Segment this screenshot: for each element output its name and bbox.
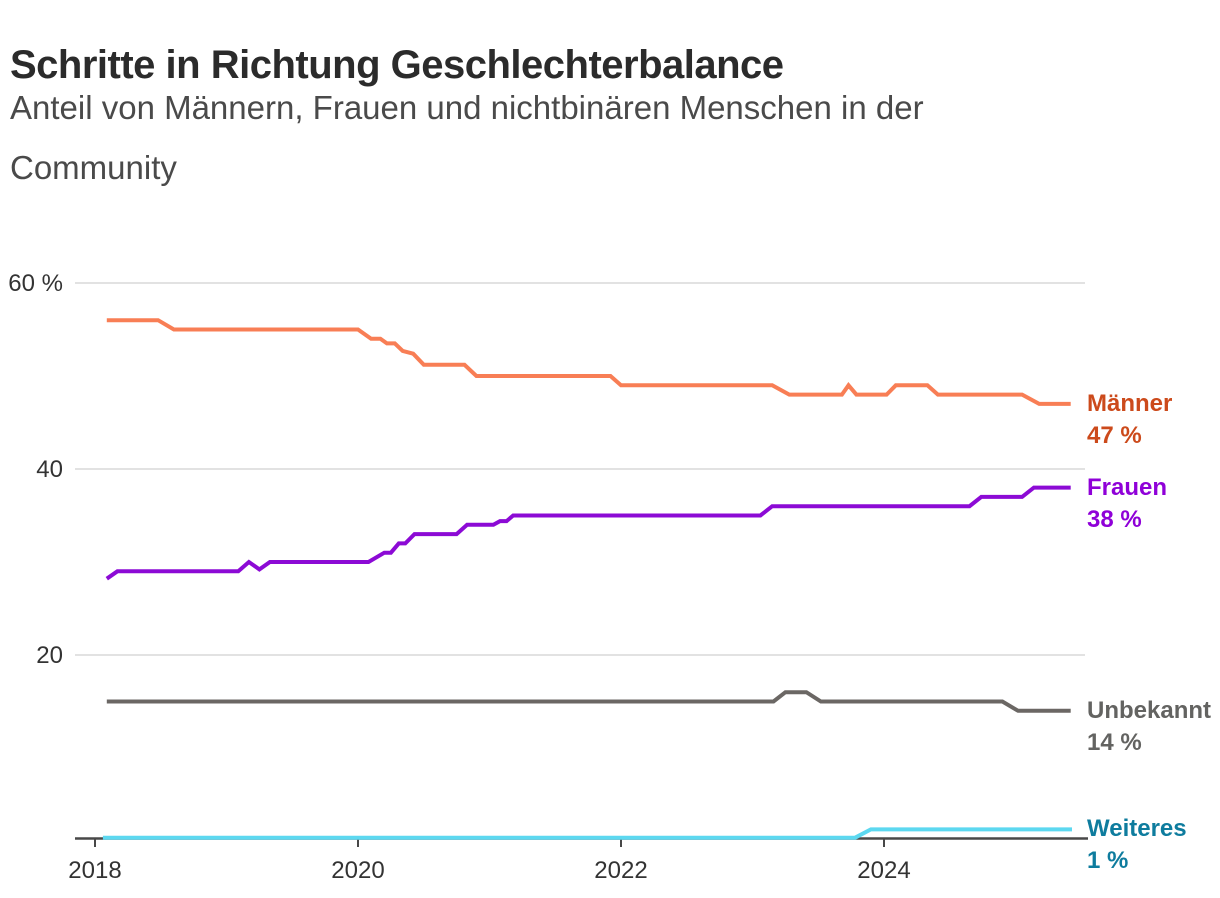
series-label-name: Männer xyxy=(1087,389,1173,417)
chart-title: Schritte in Richtung Geschlechterbalance xyxy=(10,42,784,87)
series-label-frauen: Frauen 38 % xyxy=(1087,472,1167,536)
series-label-value: 1 % xyxy=(1087,847,1129,875)
series-label-mnner: Männer 47 % xyxy=(1087,388,1172,452)
y-axis-tick-label: 40 xyxy=(36,456,63,483)
y-axis-tick-label: 60 % xyxy=(8,270,63,297)
series-line-frauen xyxy=(105,485,1071,581)
x-axis-tick-label: 2022 xyxy=(594,857,647,884)
x-axis-tick-label: 2018 xyxy=(68,857,121,884)
series-line-mnner xyxy=(106,318,1071,406)
series-label-weiteres: Weiteres 1 % xyxy=(1087,813,1187,877)
series-label-value: 38 % xyxy=(1087,505,1142,533)
x-axis-tick-label: 2020 xyxy=(331,857,384,884)
series-line-unbekannt xyxy=(106,690,1071,713)
chart-subtitle: Anteil von Männern, Frauen und nichtbinä… xyxy=(10,89,924,186)
x-axis-tick-label: 2024 xyxy=(857,857,910,884)
series-label-value: 14 % xyxy=(1087,728,1142,756)
series-label-value: 47 % xyxy=(1087,421,1142,449)
series-label-name: Weiteres xyxy=(1087,815,1187,843)
series-label-name: Frauen xyxy=(1087,473,1168,501)
y-axis-tick-label: 20 xyxy=(36,642,63,669)
series-line-weiteres xyxy=(102,827,1072,840)
series-label-unbekannt: Unbekannt 14 % xyxy=(1087,695,1211,759)
series-label-name: Unbekannt xyxy=(1087,696,1212,724)
